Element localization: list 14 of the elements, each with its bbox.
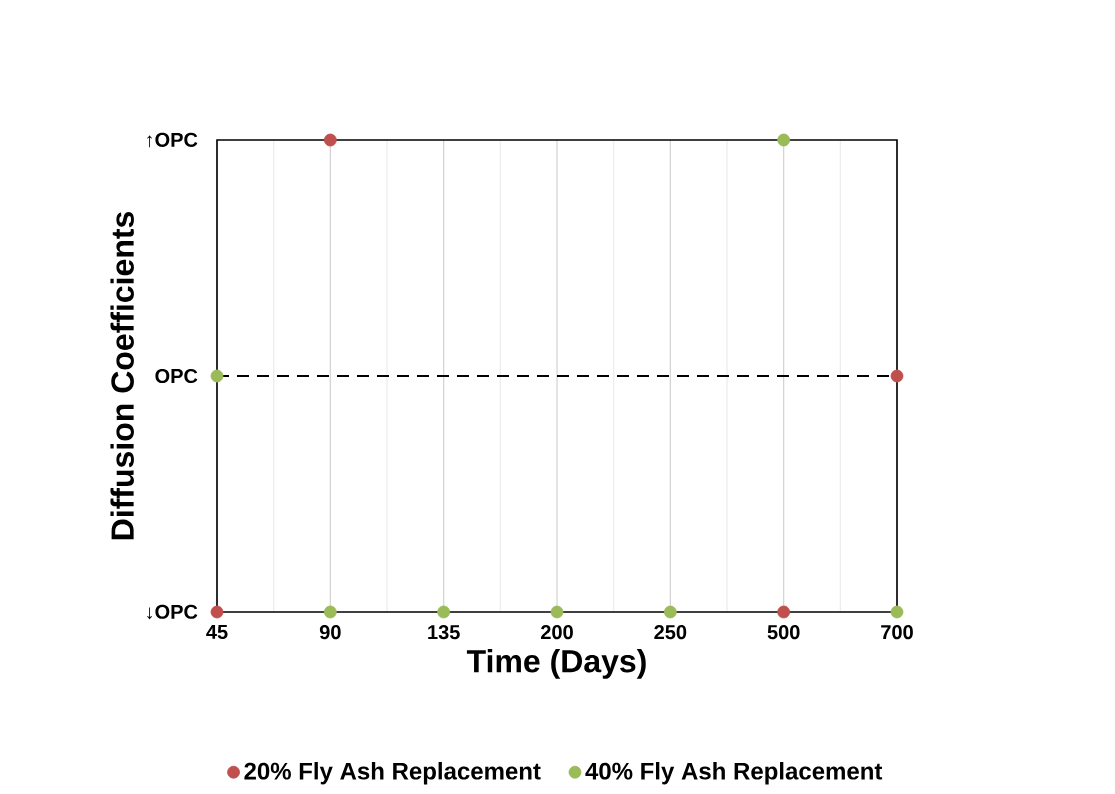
legend-label: 20% Fly Ash Replacement — [244, 762, 541, 785]
x-tick-label: 45 — [206, 625, 228, 640]
text: OPC — [155, 368, 198, 384]
x-tick-label: 135 — [428, 625, 460, 640]
y-axis-title: Diffusion Coefficients — [110, 212, 134, 540]
x-tick-label: 700 — [881, 625, 913, 640]
legend-label: 40% Fly Ash Replacement — [585, 762, 883, 785]
x-tick-label: 200 — [541, 625, 573, 640]
x-tick-label: 90 — [319, 625, 341, 640]
text: ↓OPC — [147, 604, 198, 620]
text: ↑OPC — [147, 132, 198, 148]
x-axis-title: Time (Days) — [466, 649, 646, 679]
x-tick-label: 500 — [767, 625, 800, 640]
x-tick-label: 250 — [654, 625, 687, 640]
